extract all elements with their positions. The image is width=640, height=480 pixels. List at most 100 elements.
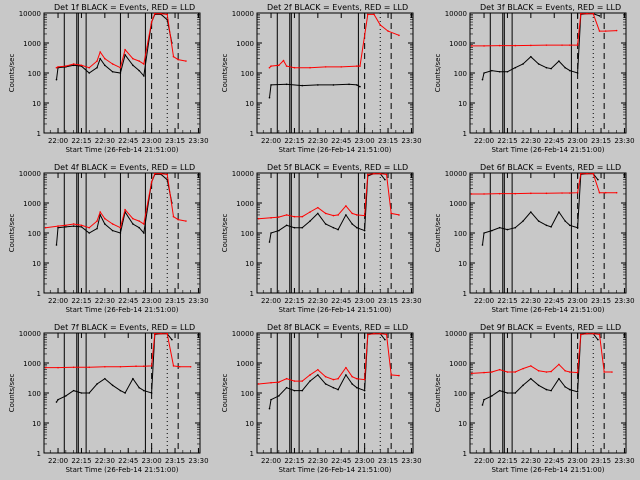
data-point-events — [351, 383, 353, 385]
data-point-events — [514, 66, 517, 69]
data-point-events — [550, 226, 552, 228]
data-point-events — [80, 226, 83, 228]
data-point-lld — [569, 44, 571, 46]
data-point-events — [498, 70, 501, 73]
data-point-lld — [153, 332, 156, 335]
data-point-events — [576, 226, 579, 229]
data-point-lld — [615, 29, 618, 32]
data-point-events — [119, 389, 122, 392]
x-tick-label: 23:00 — [568, 137, 588, 145]
data-point-lld — [356, 214, 358, 216]
plot-frame — [256, 172, 414, 294]
data-point-lld — [99, 51, 101, 53]
y-tick-label: 10 — [458, 100, 467, 108]
data-point-events — [57, 398, 59, 401]
data-point-lld — [150, 21, 153, 23]
data-point-lld — [160, 12, 162, 15]
x-tick-label: 23:30 — [401, 297, 421, 305]
data-point-lld — [166, 173, 169, 176]
data-point-events — [530, 211, 532, 213]
x-tick-label: 23:15 — [591, 137, 611, 145]
data-point-lld — [135, 365, 137, 368]
data-point-lld — [592, 332, 595, 335]
data-point-lld — [278, 64, 280, 67]
data-point-lld — [604, 191, 607, 194]
data-point-events — [491, 69, 493, 72]
data-point-events — [564, 66, 566, 69]
x-tick-label: 22:15 — [71, 137, 91, 145]
y-tick-label: 10000 — [232, 330, 254, 338]
data-point-events — [483, 398, 485, 401]
series-line-lld — [471, 333, 612, 374]
chart-panel-4: Det 4f BLACK = Events, RED = LLD 1 10 100 10… — [8, 163, 209, 314]
data-point-events — [138, 386, 140, 389]
data-point-events — [132, 377, 134, 380]
data-point-lld — [99, 211, 101, 213]
data-point-events — [270, 84, 272, 86]
data-point-events — [569, 388, 571, 391]
y-tick-label: 1000 — [449, 360, 467, 368]
plot-frame — [256, 12, 414, 134]
y-tick-label: 10000 — [445, 330, 467, 338]
data-point-events — [506, 392, 509, 394]
series-line-events — [269, 83, 361, 98]
x-tick-label: 23:00 — [355, 297, 375, 305]
data-point-lld — [498, 192, 501, 195]
data-point-events — [481, 404, 484, 406]
data-point-events — [143, 232, 145, 234]
x-tick-label: 22:30 — [521, 297, 541, 305]
x-tick-label: 22:45 — [118, 137, 138, 145]
chart-title: Det 4f BLACK = Events, RED = LLD — [54, 163, 195, 172]
y-axis-label: Counts/sec — [434, 54, 442, 93]
y-tick-label: 100 — [28, 390, 41, 398]
x-tick-label: 23:30 — [614, 457, 634, 465]
x-tick-label: 22:15 — [71, 457, 91, 465]
data-point-events — [356, 386, 358, 389]
data-point-events — [268, 96, 271, 99]
data-point-events — [293, 226, 296, 229]
data-point-lld — [530, 44, 532, 47]
data-point-lld — [285, 377, 288, 380]
data-point-events — [545, 66, 548, 69]
y-tick-label: 1000 — [23, 360, 41, 368]
data-point-lld — [340, 66, 343, 68]
data-point-events — [143, 75, 145, 77]
data-point-events — [359, 85, 361, 88]
y-tick-label: 10000 — [232, 10, 254, 18]
data-point-events — [301, 389, 304, 392]
y-axis-label: Counts/sec — [8, 374, 16, 413]
x-tick-label: 22:00 — [474, 457, 494, 465]
y-tick-label: 1 — [463, 290, 467, 298]
data-point-lld — [104, 57, 106, 60]
y-tick-label: 10000 — [445, 10, 467, 18]
x-axis-label: Start Time (26-Feb-14 21:51:00) — [278, 306, 391, 314]
data-point-events — [104, 64, 106, 67]
data-point-lld — [530, 365, 532, 367]
data-point-events — [337, 388, 339, 391]
data-point-lld — [530, 192, 532, 195]
x-tick-label: 23:30 — [614, 297, 634, 305]
data-point-events — [80, 392, 83, 394]
data-point-lld — [351, 212, 353, 215]
data-point-lld — [177, 58, 179, 61]
x-tick-label: 22:30 — [95, 297, 115, 305]
y-axis-label: Counts/sec — [8, 54, 16, 93]
data-point-events — [481, 244, 484, 246]
y-tick-label: 10 — [458, 260, 467, 268]
y-tick-label: 1 — [250, 130, 254, 138]
x-tick-label: 22:15 — [497, 457, 517, 465]
data-point-lld — [285, 65, 288, 67]
data-point-events — [96, 383, 98, 385]
x-tick-label: 22:00 — [48, 297, 68, 305]
series-line-lld — [269, 13, 400, 69]
data-point-lld — [366, 333, 369, 336]
data-point-lld — [309, 374, 311, 376]
y-tick-label: 100 — [454, 230, 467, 238]
data-point-events — [111, 384, 114, 387]
data-point-lld — [373, 13, 375, 16]
data-point-events — [150, 392, 153, 394]
data-point-events — [363, 229, 366, 232]
data-point-lld — [119, 365, 122, 368]
data-point-events — [268, 407, 271, 410]
